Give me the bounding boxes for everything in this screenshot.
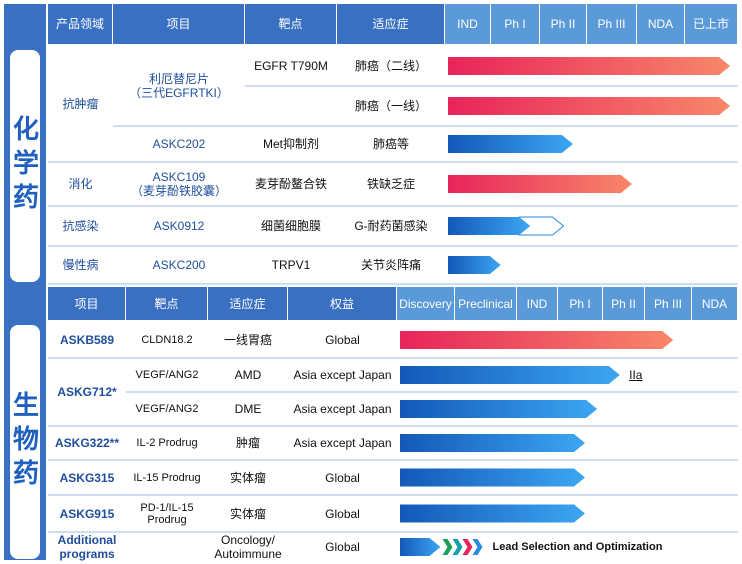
progress-arrow bbox=[448, 57, 731, 75]
chevron bbox=[442, 539, 453, 555]
stage-header: IND bbox=[445, 4, 491, 44]
project: ASKG712* bbox=[57, 385, 117, 399]
project: ASKC200 bbox=[152, 258, 206, 272]
indication: 肿瘤 bbox=[235, 436, 260, 450]
stage-header: Preclinical bbox=[455, 287, 517, 320]
target: 麦芽酚鳌合铁 bbox=[254, 177, 327, 191]
stage-note: IIa bbox=[629, 368, 643, 382]
indication: 铁缺乏症 bbox=[366, 177, 415, 191]
stage-header: NDA bbox=[637, 4, 685, 44]
column-header: 适应症 bbox=[337, 4, 445, 44]
column-header: 靶点 bbox=[245, 4, 337, 44]
stage-header: 已上市 bbox=[685, 4, 738, 44]
project: ASK0912 bbox=[153, 219, 205, 233]
progress-arrow bbox=[400, 434, 585, 452]
indication: 一线胃癌 bbox=[223, 333, 272, 347]
project: ASKG915 bbox=[59, 506, 115, 521]
rights: Asia except Japan bbox=[293, 436, 392, 450]
stage-header: Ph I bbox=[558, 287, 603, 320]
column-header: 靶点 bbox=[126, 287, 208, 320]
project: Additional programs bbox=[57, 533, 117, 561]
header-bg bbox=[48, 287, 397, 320]
target: EGFR T790M bbox=[254, 59, 328, 73]
stage-header: Ph II bbox=[603, 287, 645, 320]
area: 慢性病 bbox=[62, 258, 99, 272]
stage-note: Lead Selection and Optimization bbox=[492, 541, 663, 553]
rights: Asia except Japan bbox=[293, 402, 392, 416]
indication: Oncology/ Autoimmune bbox=[214, 533, 282, 561]
project: ASKG322** bbox=[54, 436, 120, 450]
progress-arrow bbox=[448, 217, 531, 235]
progress-arrow bbox=[448, 256, 501, 274]
target: VEGF/ANG2 bbox=[135, 369, 199, 381]
chevron bbox=[452, 539, 463, 555]
indication: 实体瘤 bbox=[229, 470, 266, 485]
stage-header: Ph III bbox=[645, 287, 692, 320]
target: 细菌细胞膜 bbox=[260, 219, 321, 233]
area: 消化 bbox=[68, 177, 93, 191]
column-header: 项目 bbox=[48, 287, 126, 320]
target: IL-15 Prodrug bbox=[133, 471, 201, 484]
indication: DME bbox=[234, 402, 262, 416]
progress-arrow bbox=[400, 400, 598, 418]
rights: Asia except Japan bbox=[293, 368, 392, 382]
area: 抗肿瘤 bbox=[62, 97, 99, 111]
target: VEGF/ANG2 bbox=[135, 403, 199, 415]
project: ASKB589 bbox=[59, 333, 115, 347]
chevron bbox=[462, 539, 473, 555]
rights: Global bbox=[325, 470, 360, 485]
rights: Global bbox=[325, 540, 360, 554]
rights: Global bbox=[325, 333, 360, 347]
target: PD-1/IL-15 Prodrug bbox=[140, 501, 194, 526]
stage-header: Ph II bbox=[540, 4, 587, 44]
stage-header: IND bbox=[517, 287, 558, 320]
indication: G-耐药菌感染 bbox=[354, 219, 428, 233]
progress-arrow bbox=[400, 538, 441, 556]
progress-arrow bbox=[400, 366, 620, 384]
target: CLDN18.2 bbox=[141, 334, 193, 346]
stage-header: Ph III bbox=[587, 4, 637, 44]
target: IL-2 Prodrug bbox=[136, 437, 198, 449]
section-label: 生物药 bbox=[10, 325, 40, 559]
column-header: 适应症 bbox=[208, 287, 288, 320]
progress-arrow bbox=[400, 468, 585, 487]
stage-header: NDA bbox=[692, 287, 738, 320]
header-bg bbox=[445, 4, 738, 44]
chevron bbox=[472, 539, 483, 555]
column-header: 权益 bbox=[288, 287, 397, 320]
stage-header: Ph I bbox=[491, 4, 540, 44]
target: TRPV1 bbox=[271, 258, 311, 272]
project: ASKC202 bbox=[152, 137, 206, 151]
header-bg bbox=[397, 287, 738, 320]
progress-arrow bbox=[400, 331, 674, 349]
project: ASKG315 bbox=[59, 470, 115, 485]
section-label: 化学药 bbox=[10, 50, 40, 282]
project: ASKC109 （麦芽酚铁胶囊） bbox=[130, 170, 227, 198]
indication: 关节炎阵痛 bbox=[360, 258, 421, 272]
column-header: 产品领域 bbox=[48, 4, 113, 44]
progress-arrow bbox=[400, 504, 585, 523]
area: 抗感染 bbox=[62, 219, 99, 233]
target: Met抑制剂 bbox=[262, 137, 319, 151]
rights: Global bbox=[325, 506, 360, 521]
header-bg bbox=[48, 4, 445, 44]
stage-header: Discovery bbox=[397, 287, 455, 320]
progress-arrow bbox=[448, 135, 573, 153]
indication: 肺癌（一线） bbox=[354, 99, 427, 113]
indication: AMD bbox=[234, 368, 262, 382]
progress-arrow bbox=[448, 97, 731, 115]
progress-arrow bbox=[448, 175, 632, 193]
column-header: 项目 bbox=[113, 4, 245, 44]
indication: 实体瘤 bbox=[229, 506, 266, 521]
project: 利厄替尼片 （三代EGFRTKI） bbox=[129, 72, 229, 100]
indication: 肺癌（二线） bbox=[354, 59, 427, 73]
indication: 肺癌等 bbox=[372, 137, 409, 151]
